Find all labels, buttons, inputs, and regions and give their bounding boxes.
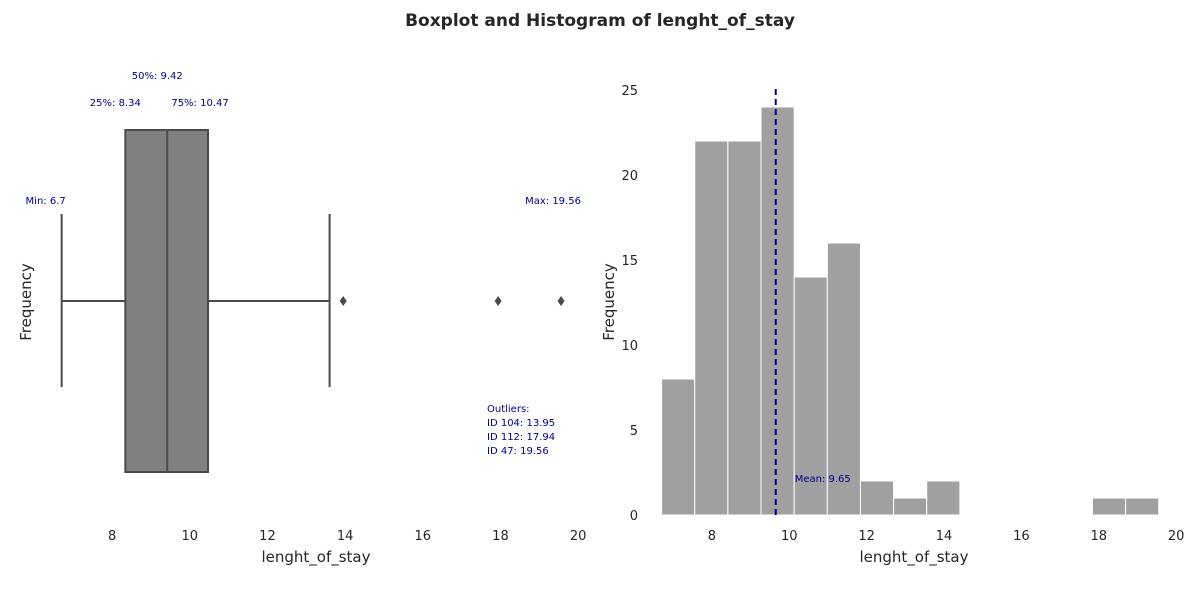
x-tick-label: 16 (1013, 529, 1030, 544)
x-tick-label: 8 (108, 529, 116, 544)
histogram-bar (661, 378, 696, 516)
x-tick-label: 16 (415, 529, 432, 544)
histogram-bar (926, 480, 961, 516)
histogram-bar (760, 106, 795, 516)
q3-annotation: 75%: 10.47 (171, 98, 228, 109)
x-tick-label: 8 (708, 529, 716, 544)
histogram-y-ticks: 0 5 10 15 20 25 (621, 84, 638, 524)
y-tick-label: 5 (630, 424, 638, 439)
x-tick-label: 20 (570, 529, 587, 544)
histogram-bar (1091, 497, 1127, 516)
histogram-bar (793, 276, 828, 516)
y-tick-label: 20 (621, 169, 638, 184)
outlier-label: ID 112: 17.94 (487, 432, 555, 443)
x-tick-label: 14 (337, 529, 354, 544)
histogram-bar (826, 242, 861, 516)
mean-annotation: Mean: 9.65 (795, 474, 851, 485)
outlier-point (494, 296, 502, 306)
max-annotation: Max: 19.56 (525, 196, 581, 207)
outlier-point (339, 296, 347, 306)
y-tick-label: 15 (621, 254, 638, 269)
x-tick-label: 14 (936, 529, 953, 544)
x-tick-label: 12 (259, 529, 276, 544)
histogram-bar (1125, 497, 1160, 516)
boxplot-y-label: Frequency (17, 263, 35, 341)
histogram-bar (893, 497, 928, 516)
outlier-point (557, 296, 565, 306)
y-tick-label: 10 (621, 339, 638, 354)
boxplot-marks (60, 129, 565, 473)
y-tick-label: 0 (630, 509, 638, 524)
boxplot-x-ticks: 8 10 12 14 16 18 20 (108, 529, 586, 544)
x-tick-label: 10 (781, 529, 798, 544)
histogram-y-label: Frequency (600, 263, 618, 341)
x-tick-label: 10 (182, 529, 199, 544)
outlier-label: ID 104: 13.95 (487, 418, 555, 429)
x-tick-label: 18 (1090, 529, 1107, 544)
figure-title: Boxplot and Histogram of lenght_of_stay (405, 11, 795, 31)
histogram-bar (859, 480, 895, 516)
histogram-panel: 8 10 12 14 16 18 20 0 5 10 15 20 25 Mean: 9.65 leng… (600, 84, 1184, 567)
histogram-bar (727, 140, 762, 516)
boxplot-x-label: lenght_of_stay (261, 548, 370, 567)
outlier-label: ID 47: 19.56 (487, 446, 549, 457)
boxplot-annotations: 50%: 9.42 25%: 8.34 75%: 10.47 Min: 6.7 … (26, 71, 581, 457)
median-annotation: 50%: 9.42 (132, 71, 183, 82)
boxplot-panel: 8 10 12 14 16 18 20 lenght_of_stay Frequency 5… (17, 71, 586, 567)
x-tick-label: 20 (1168, 529, 1185, 544)
min-annotation: Min: 6.7 (26, 196, 66, 207)
x-tick-label: 12 (858, 529, 875, 544)
x-tick-label: 18 (492, 529, 509, 544)
outliers-header: Outliers: (487, 404, 530, 415)
histogram-x-ticks: 8 10 12 14 16 18 20 (708, 529, 1185, 544)
q1-annotation: 25%: 8.34 (90, 98, 141, 109)
y-tick-label: 25 (621, 84, 638, 99)
histogram-x-label: lenght_of_stay (859, 548, 968, 567)
histogram-bar (694, 140, 729, 516)
histogram-bars (661, 106, 1160, 516)
